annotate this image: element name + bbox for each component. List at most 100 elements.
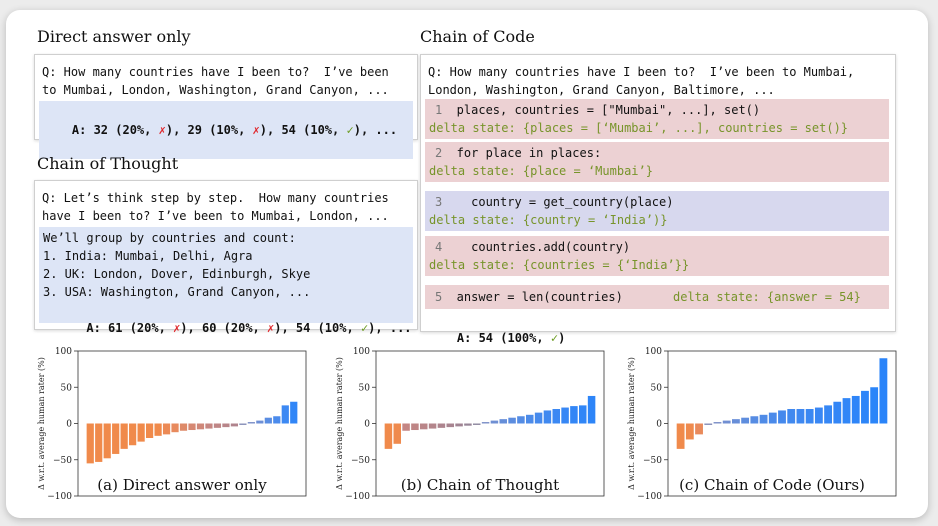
y-tick-label: 100	[645, 347, 662, 357]
bar	[578, 405, 587, 424]
delta-state: delta state: {place = ‘Mumbai’}	[429, 164, 653, 178]
y-tick-label: −50	[643, 456, 662, 466]
y-tick-label: 0	[66, 420, 72, 430]
direct-answer-line: A: 32 (20%, ✗), 29 (10%, ✗), 54 (10%, ✓)…	[39, 101, 413, 159]
bar	[95, 423, 103, 462]
code-line: countries.add(country)	[442, 240, 631, 254]
bar	[103, 423, 111, 459]
bar	[446, 423, 455, 428]
bar	[290, 401, 298, 424]
bar	[393, 423, 402, 444]
code-line: answer = len(countries)	[442, 290, 623, 304]
bar	[256, 420, 264, 424]
bar	[162, 423, 171, 435]
bar	[213, 423, 222, 428]
bar	[145, 423, 154, 438]
y-tick-label: −100	[345, 492, 370, 502]
y-tick-label: 50	[61, 383, 73, 393]
check-mark-icon: ✓	[346, 123, 354, 137]
bar	[833, 401, 842, 424]
bar	[264, 417, 272, 424]
bar	[851, 395, 860, 424]
direct-answer-box: Q: How many countries have I been to? I’…	[34, 54, 418, 159]
bar	[587, 395, 596, 424]
chart-chain-of-thought: Δ w.r.t. average human rater (%) 100 50 0 −5…	[328, 342, 618, 502]
y-tick-label: 100	[55, 347, 72, 357]
delta-state: delta state: {answer = 54}	[673, 290, 861, 304]
bar	[552, 409, 561, 424]
wrong-mark-icon: ✗	[267, 321, 275, 335]
delta-state: delta state: {country = ‘India’)}	[429, 213, 668, 227]
bar	[704, 423, 713, 425]
bar	[464, 423, 472, 426]
bar	[796, 409, 805, 424]
direct-answer-title: Direct answer only	[37, 27, 191, 46]
direct-question-line-1: Q: How many countries have I been to? I’…	[42, 65, 389, 79]
bar	[411, 423, 419, 431]
y-tick-label: −100	[637, 492, 662, 502]
bar	[499, 419, 508, 424]
bar	[222, 423, 230, 428]
bar	[154, 423, 162, 436]
bar	[428, 423, 437, 429]
bar	[534, 412, 543, 424]
bar	[517, 416, 525, 424]
bar	[731, 419, 740, 424]
bar	[778, 410, 786, 424]
bar	[86, 423, 94, 464]
bar	[676, 423, 685, 449]
coc-question-line-1: Q: How many countries have I been to? I’…	[428, 65, 855, 79]
bar	[112, 423, 120, 454]
bar	[188, 423, 196, 431]
bar	[129, 423, 137, 446]
bar	[137, 423, 145, 442]
delta-state: delta state: {places = [‘Mumbai’, ...], …	[429, 121, 849, 135]
line-number: 4	[435, 240, 443, 254]
delta-state: delta state: {countries = {‘India’}}	[429, 258, 690, 272]
cot-reasoning-block: We’ll group by countries and count: 1. I…	[39, 227, 413, 335]
bar	[741, 417, 750, 424]
wrong-mark-icon: ✗	[252, 123, 260, 137]
y-axis-label: Δ w.r.t. average human rater (%)	[37, 357, 46, 490]
line-number: 2	[435, 146, 443, 160]
coc-question-line-2: London, Washington, Grand Canyon, Baltim…	[428, 83, 775, 97]
code-step-1: 1 places, countries = ["Mumbai", ...], s…	[425, 99, 889, 139]
chart-caption: (b) Chain of Thought	[401, 476, 559, 494]
bar	[419, 423, 428, 430]
y-tick-label: 0	[364, 420, 370, 430]
cot-question-line-1: Q: Let’s think step by step. How many co…	[42, 191, 389, 205]
direct-question-line-2: to Mumbai, London, Washington, Grand Can…	[42, 83, 389, 97]
cot-question-line-2: have I been to? I’ve been to Mumbai, Lon…	[42, 209, 389, 223]
bar	[230, 423, 239, 427]
code-line: places, countries = ["Mumbai", ...], set…	[442, 103, 761, 117]
y-axis-label: Δ w.r.t. average human rater (%)	[627, 357, 636, 490]
bar	[239, 423, 247, 425]
bar	[805, 409, 814, 424]
chart-caption: (a) Direct answer only	[97, 476, 267, 494]
bar	[196, 423, 205, 430]
bar	[879, 358, 888, 424]
y-axis-label: Δ w.r.t. average human rater (%)	[335, 357, 344, 490]
bar	[713, 422, 722, 424]
bar	[402, 423, 410, 431]
bar	[281, 405, 289, 424]
bar	[570, 406, 578, 424]
chain-of-code-title: Chain of Code	[420, 27, 535, 46]
bar	[120, 423, 128, 449]
code-line: country = get_country(place)	[442, 195, 674, 209]
cot-reasoning-line: 2. UK: London, Dover, Edinburgh, Skye	[43, 267, 311, 281]
bar	[472, 423, 481, 425]
coc-answer-line: A: 54 (100%, ✓)	[456, 331, 566, 345]
bar	[247, 422, 255, 424]
chain-of-thought-box: Q: Let’s think step by step. How many co…	[34, 180, 418, 335]
bar	[508, 417, 516, 424]
bar	[490, 420, 499, 424]
chain-of-thought-title: Chain of Thought	[37, 154, 179, 173]
bar	[384, 423, 393, 449]
line-number: 5	[435, 290, 443, 304]
cot-answer-line: A: 61 (20%, ✗), 60 (20%, ✗), 54 (10%, ✓)…	[86, 321, 412, 335]
bar	[842, 398, 851, 424]
bar	[481, 422, 490, 424]
wrong-mark-icon: ✗	[158, 123, 166, 137]
bar	[205, 423, 213, 429]
